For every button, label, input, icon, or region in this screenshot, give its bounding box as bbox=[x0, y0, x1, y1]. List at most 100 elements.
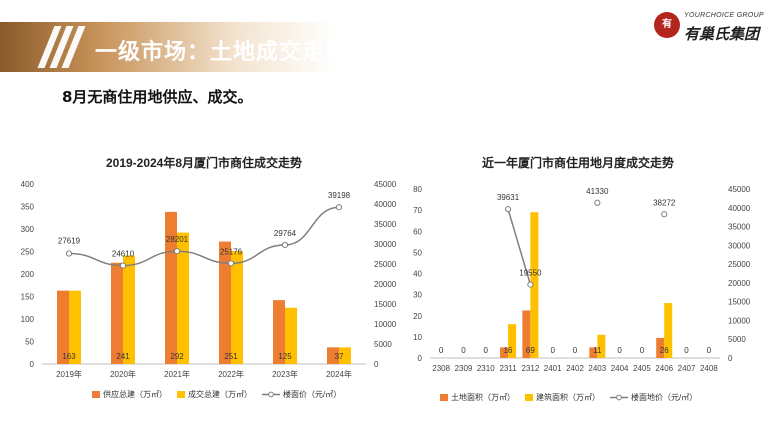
y-tick-left: 80 bbox=[413, 185, 422, 194]
y-tick-right: 30000 bbox=[728, 241, 751, 250]
price-data-label: 41330 bbox=[586, 187, 609, 196]
bar-a bbox=[111, 262, 123, 364]
y-tick-right: 20000 bbox=[374, 280, 397, 289]
y-tick-left: 70 bbox=[413, 206, 422, 215]
price-line bbox=[68, 206, 340, 267]
price-data-label: 29764 bbox=[274, 229, 297, 238]
legend-swatch-marker bbox=[616, 394, 622, 401]
bar-data-label: 69 bbox=[526, 346, 535, 355]
bar-a bbox=[589, 347, 598, 358]
bar-a bbox=[273, 300, 285, 364]
brand-name-en: YOURCHOICE GROUP bbox=[684, 12, 764, 19]
y-tick-right: 30000 bbox=[374, 240, 397, 249]
y-tick-right: 5000 bbox=[374, 340, 392, 349]
y-tick-right: 0 bbox=[728, 354, 733, 363]
bar-data-label: 163 bbox=[62, 352, 76, 361]
bar-data-label: 0 bbox=[707, 346, 712, 355]
y-tick-left: 200 bbox=[21, 270, 35, 279]
y-tick-right: 10000 bbox=[728, 316, 751, 325]
y-tick-right: 35000 bbox=[374, 220, 397, 229]
x-tick-label: 2406 bbox=[655, 364, 673, 373]
x-tick-label: 2407 bbox=[678, 364, 696, 373]
legend-swatch-marker bbox=[268, 391, 274, 398]
x-tick-label: 2309 bbox=[455, 364, 473, 373]
price-point bbox=[504, 206, 512, 213]
legend-label: 建筑面积（万㎡） bbox=[536, 392, 600, 402]
legend-label: 楼面价（元/㎡） bbox=[283, 389, 341, 399]
bar-data-label: 0 bbox=[573, 346, 578, 355]
y-tick-left: 250 bbox=[21, 248, 35, 257]
y-tick-right: 25000 bbox=[728, 260, 751, 269]
bar-data-label: 0 bbox=[439, 346, 444, 355]
y-tick-right: 45000 bbox=[374, 180, 397, 189]
y-tick-right: 25000 bbox=[374, 260, 397, 269]
x-tick-label: 2408 bbox=[700, 364, 718, 373]
legend-label: 土地面积（万㎡） bbox=[451, 392, 515, 402]
y-tick-left: 0 bbox=[30, 360, 35, 369]
price-point bbox=[281, 241, 289, 249]
legend-label: 成交总建（万㎡） bbox=[188, 389, 252, 399]
bar-data-label: 26 bbox=[660, 346, 669, 355]
bar-data-label: 0 bbox=[484, 346, 489, 355]
y-tick-left: 50 bbox=[413, 248, 422, 257]
x-tick-label: 2020年 bbox=[110, 369, 136, 379]
legend-label: 楼面地价（元/㎡） bbox=[631, 392, 697, 402]
y-tick-right: 35000 bbox=[728, 223, 751, 232]
brand-logo: 有 YOURCHOICE GROUP 有巢氏集团 bbox=[654, 10, 769, 44]
x-tick-label: 2401 bbox=[544, 364, 562, 373]
x-tick-label: 2022年 bbox=[218, 369, 244, 379]
price-line bbox=[507, 208, 532, 285]
bar-b bbox=[508, 324, 517, 358]
y-tick-left: 40 bbox=[413, 270, 422, 279]
y-tick-left: 300 bbox=[21, 225, 35, 234]
bar-a bbox=[656, 337, 665, 358]
price-point bbox=[335, 204, 343, 211]
bar-data-label: 0 bbox=[617, 346, 622, 355]
y-tick-left: 150 bbox=[21, 293, 35, 302]
page-title: 一级市场：土地成交走势 bbox=[95, 40, 349, 65]
bar-b bbox=[231, 251, 243, 364]
slide-subtitle: 8月无商住用地供应、成交。 bbox=[62, 88, 253, 106]
bar-data-label: 37 bbox=[335, 352, 344, 361]
legend-label: 供应总建（万㎡） bbox=[103, 389, 167, 399]
chart-title: 近一年厦门市商住用地月度成交走势 bbox=[482, 155, 674, 170]
bar-a bbox=[165, 211, 177, 364]
annual-trend-chart: 2019-2024年8月厦门市商住成交走势 0 50 100 150 200 250 300 3… bbox=[21, 155, 397, 399]
price-data-label: 28201 bbox=[166, 235, 189, 244]
x-tick-label: 2312 bbox=[521, 364, 539, 373]
y-tick-right: 15000 bbox=[374, 300, 397, 309]
bar-a bbox=[500, 347, 509, 358]
price-point bbox=[661, 211, 668, 218]
bar-b bbox=[530, 212, 539, 358]
bar-b bbox=[597, 334, 606, 358]
legend-swatch bbox=[177, 391, 185, 398]
bar-a bbox=[57, 290, 69, 364]
y-tick-left: 0 bbox=[418, 354, 423, 363]
y-tick-right: 10000 bbox=[374, 320, 397, 329]
x-tick-label: 2310 bbox=[477, 364, 495, 373]
y-tick-right: 5000 bbox=[728, 335, 746, 344]
y-tick-left: 50 bbox=[25, 338, 34, 347]
price-data-label: 27619 bbox=[58, 237, 81, 246]
x-tick-label: 2405 bbox=[633, 364, 651, 373]
price-data-label: 38272 bbox=[653, 198, 676, 207]
y-tick-left: 30 bbox=[413, 291, 422, 300]
title-stripes bbox=[37, 26, 86, 68]
legend-swatch bbox=[92, 391, 100, 398]
x-tick-label: 2019年 bbox=[56, 369, 82, 379]
bar-data-label: 0 bbox=[684, 346, 689, 355]
x-tick-label: 2023年 bbox=[272, 369, 298, 379]
bar-data-label: 0 bbox=[640, 346, 645, 355]
x-tick-label: 2311 bbox=[499, 364, 517, 373]
y-tick-right: 45000 bbox=[728, 185, 751, 194]
chart-title: 2019-2024年8月厦门市商住成交走势 bbox=[106, 155, 302, 170]
price-data-label: 25176 bbox=[220, 247, 243, 256]
brand-mark-icon: 有 bbox=[654, 12, 680, 38]
bar-b bbox=[177, 232, 189, 364]
bar-b bbox=[339, 347, 351, 364]
x-tick-label: 2404 bbox=[611, 364, 629, 373]
y-tick-right: 15000 bbox=[728, 298, 751, 307]
bar-data-label: 241 bbox=[116, 352, 130, 361]
price-point bbox=[119, 262, 127, 269]
price-data-label: 19550 bbox=[519, 269, 542, 278]
